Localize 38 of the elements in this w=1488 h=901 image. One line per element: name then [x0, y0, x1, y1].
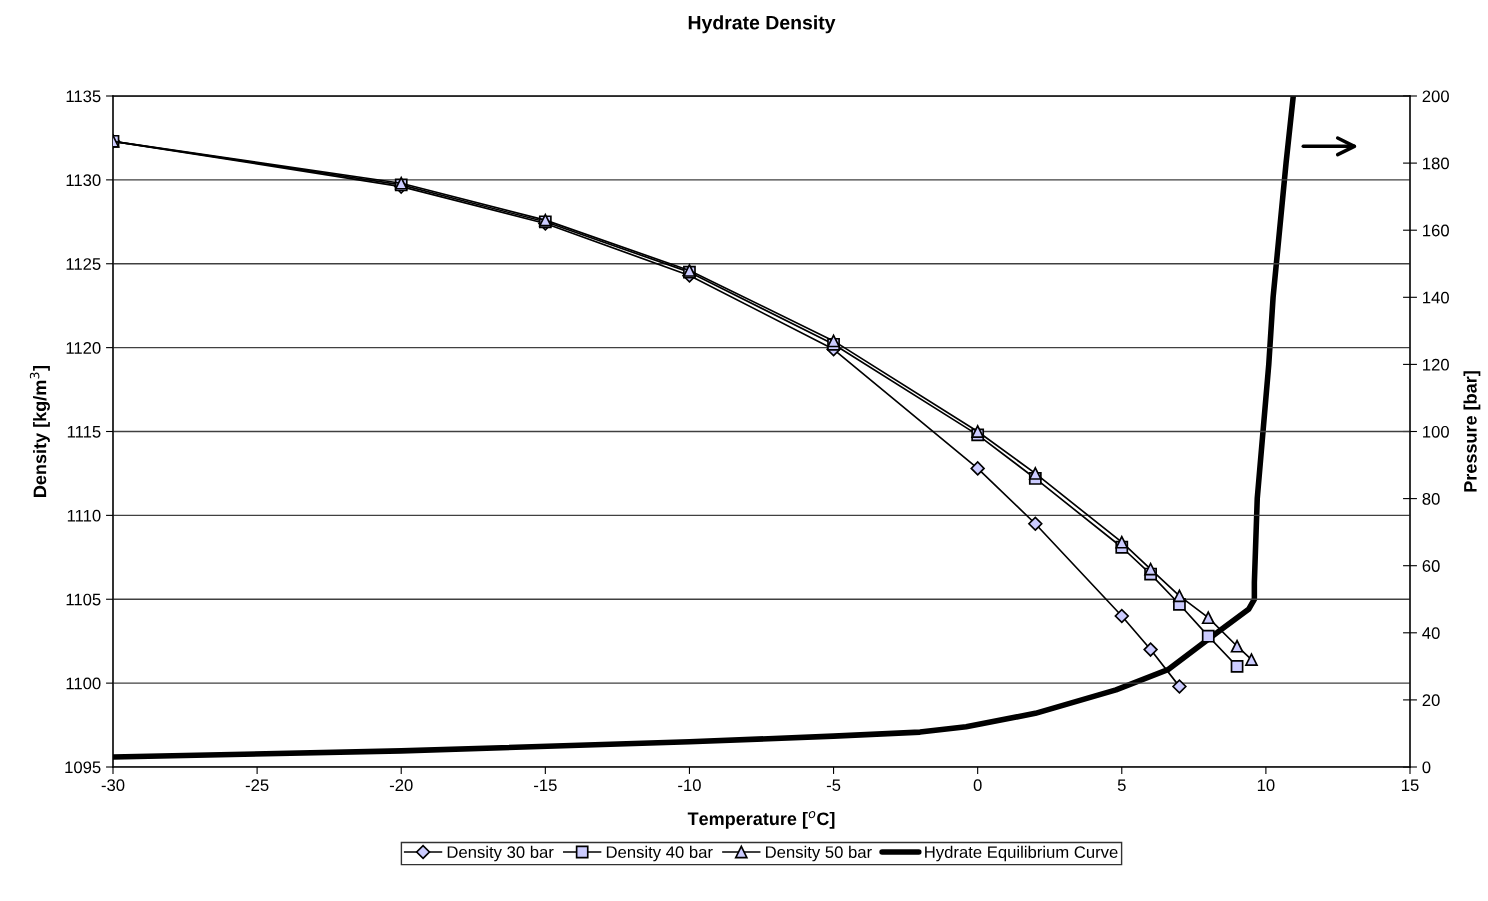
- y-tick-label: 1125: [66, 258, 101, 270]
- y2-tick-label: 80: [1422, 493, 1440, 505]
- x-tick-label: 15: [1402, 779, 1419, 792]
- x-tick-label: -5: [826, 779, 841, 792]
- y2-tick-label: 180: [1423, 157, 1449, 170]
- y2-tick-label: 60: [1422, 560, 1440, 572]
- legend-label: Density 30 bar: [447, 845, 554, 862]
- y2-tick-label: 100: [1423, 425, 1449, 438]
- x-tick-label: 10: [1257, 779, 1275, 792]
- x-axis-title: Temperature [$^{o}$C]: [687, 811, 835, 829]
- y2-tick-label: 200: [1422, 90, 1449, 103]
- y-axis-title: Density [kg/m$^{3}$]: [29, 366, 50, 497]
- y2-tick-label: 20: [1422, 694, 1440, 707]
- y2-tick-label: 160: [1423, 224, 1449, 237]
- y2-tick-label: 0: [1422, 761, 1431, 774]
- y2-tick-label: 40: [1422, 627, 1440, 639]
- y-tick-label: 1100: [66, 677, 101, 690]
- y2-axis-title: Pressure [bar]: [1463, 371, 1481, 492]
- x-tick-label: 5: [1117, 779, 1126, 792]
- y-tick-label: 1120: [66, 342, 101, 354]
- legend-label: Density 40 bar: [606, 845, 713, 862]
- legend-label: Density 50 bar: [766, 845, 872, 862]
- x-tick-label: -20: [389, 779, 413, 792]
- x-tick-label: -10: [678, 779, 701, 792]
- legend-label: Hydrate Equilibrium Curve: [925, 845, 1118, 862]
- x-tick-label: -15: [534, 779, 557, 792]
- y2-tick-label: 120: [1423, 358, 1449, 371]
- y-tick-label: 1105: [66, 593, 101, 606]
- x-tick-label: -25: [245, 779, 269, 792]
- y-tick-label: 1095: [65, 761, 101, 774]
- y-tick-label: 1130: [66, 174, 101, 187]
- y-tick-label: 1110: [67, 509, 101, 522]
- x-tick-label: 0: [973, 779, 982, 792]
- x-tick-label: -30: [101, 779, 125, 792]
- y-tick-label: 1115: [67, 426, 101, 438]
- chart-title: Hydrate Density: [688, 15, 836, 34]
- y2-tick-label: 140: [1423, 291, 1449, 304]
- y-tick-label: 1135: [66, 90, 101, 103]
